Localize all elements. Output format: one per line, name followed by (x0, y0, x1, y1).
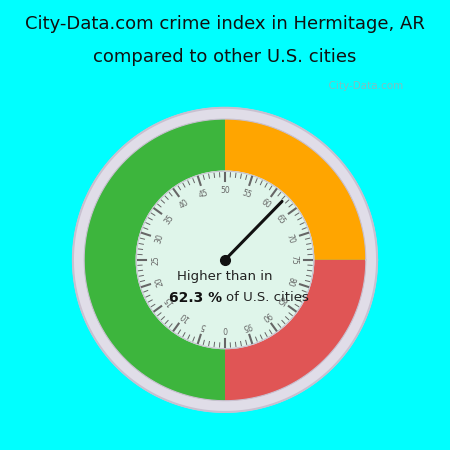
Text: 50: 50 (220, 186, 230, 195)
Text: City-Data.com crime index in Hermitage, AR: City-Data.com crime index in Hermitage, … (25, 15, 425, 33)
Text: 62.3 %: 62.3 % (169, 291, 222, 305)
Text: 70: 70 (285, 233, 297, 245)
Text: 95: 95 (240, 320, 252, 331)
Text: compared to other U.S. cities: compared to other U.S. cities (93, 48, 357, 66)
Text: 25: 25 (152, 255, 161, 265)
Text: of U.S. cities: of U.S. cities (226, 292, 309, 304)
Text: 20: 20 (153, 275, 165, 287)
Text: 0: 0 (223, 324, 227, 333)
Text: 90: 90 (259, 309, 272, 322)
Text: City-Data.com: City-Data.com (323, 81, 404, 91)
Text: 40: 40 (178, 198, 191, 211)
Text: 10: 10 (178, 309, 191, 322)
Text: 45: 45 (198, 189, 210, 200)
Text: 5: 5 (200, 320, 207, 331)
Text: 60: 60 (259, 198, 272, 211)
Text: 35: 35 (162, 213, 176, 226)
Polygon shape (225, 260, 366, 400)
Polygon shape (73, 108, 377, 412)
Text: 65: 65 (274, 213, 288, 226)
Text: 55: 55 (240, 189, 252, 200)
Text: 80: 80 (285, 275, 297, 287)
Text: 75: 75 (289, 255, 298, 265)
Polygon shape (225, 119, 366, 260)
Text: 30: 30 (153, 233, 165, 245)
Text: 15: 15 (163, 294, 176, 307)
Polygon shape (84, 119, 225, 400)
Text: 85: 85 (274, 294, 287, 307)
Text: Higher than in: Higher than in (177, 270, 273, 284)
Circle shape (136, 171, 314, 349)
